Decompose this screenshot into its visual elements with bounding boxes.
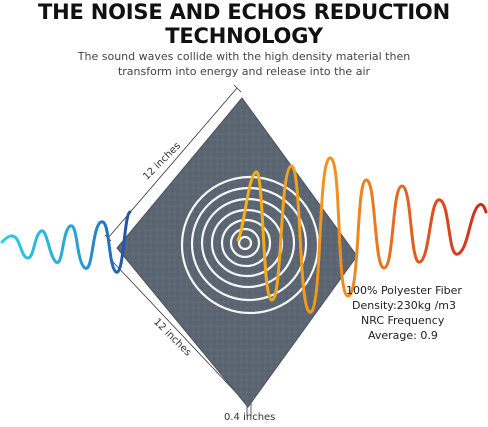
subtitle-line1: The sound waves collide with the high de… <box>77 50 411 63</box>
subtitle-line2: transform into energy and release into t… <box>117 65 371 78</box>
spec-material: 100% Polyester Fiber <box>346 284 462 297</box>
incoming-sound-wave <box>0 210 132 274</box>
page-title-line1: THE NOISE AND ECHOS REDUCTION <box>38 0 450 24</box>
page-title-line2: TECHNOLOGY <box>165 24 323 48</box>
thickness-dimension: 0.4 inches <box>224 412 276 423</box>
spec-nrc-label: NRC Frequency <box>361 314 445 327</box>
dissipating-sound-wave <box>236 156 488 314</box>
acoustic-panel <box>116 97 358 408</box>
spec-nrc-value: Average: 0.9 <box>368 329 438 342</box>
spec-density: Density:230kg /m3 <box>352 299 456 312</box>
